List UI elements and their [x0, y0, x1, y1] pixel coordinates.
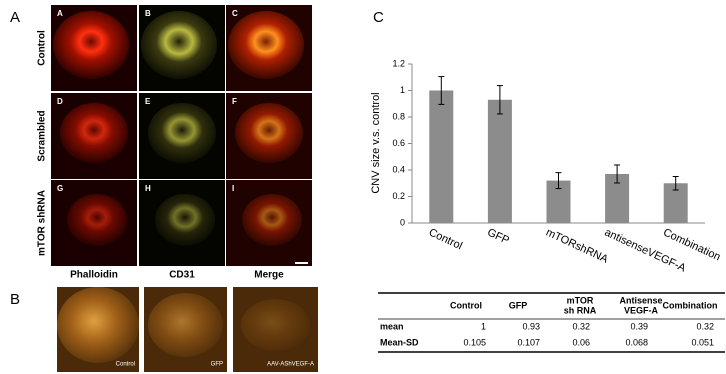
cell: 0.105: [463, 337, 486, 347]
row-label: Scrambled: [37, 110, 48, 161]
error-bar: [555, 172, 562, 190]
bar: [429, 90, 454, 223]
image-letter: E: [145, 97, 151, 106]
x-tick-label: Control: [427, 226, 464, 252]
cell: 0.39: [630, 321, 648, 331]
y-tick-label: 0.6: [392, 138, 405, 148]
micrograph-signal: [235, 103, 303, 163]
panel-label: A: [10, 9, 20, 26]
cell: 0.107: [517, 337, 540, 347]
error-bar: [496, 85, 503, 115]
micrograph-signal: [241, 299, 310, 351]
bar: [487, 99, 512, 223]
y-tick-label: 1.2: [392, 58, 405, 68]
micrograph-signal: [148, 293, 223, 357]
cell: 1: [481, 321, 486, 331]
image-letter: C: [232, 9, 238, 18]
y-axis-label: CNV size v.s. control: [370, 92, 382, 193]
x-tick-label: GFP: [485, 226, 511, 246]
error-bar: [672, 175, 679, 191]
y-tick-label: 0: [400, 217, 405, 227]
y-tick-label: 1: [400, 85, 405, 95]
column-header: Combination: [663, 300, 718, 310]
cell: 0.32: [696, 321, 714, 331]
y-tick-label: 0.4: [392, 164, 405, 174]
error-bar: [614, 164, 621, 184]
column-label: CD31: [169, 270, 195, 281]
image-caption: GFP: [211, 362, 223, 368]
image-letter: D: [57, 97, 63, 106]
micrograph-signal: [242, 194, 302, 246]
cell: 0.06: [572, 337, 590, 347]
micrograph-signal: [141, 11, 217, 79]
column-header: sh RNA: [564, 305, 597, 315]
image-letter: A: [57, 9, 63, 18]
micrograph-signal: [67, 194, 127, 246]
column-label: Merge: [254, 270, 284, 281]
micrograph-signal: [148, 103, 216, 163]
column-header: mTOR: [567, 295, 594, 305]
micrograph-signal: [60, 103, 128, 163]
panel-label: C: [373, 9, 384, 26]
image-caption: Control: [116, 362, 135, 368]
cell: 0.32: [572, 321, 590, 331]
y-tick-label: 0.8: [392, 111, 405, 121]
column-header: Control: [450, 300, 482, 310]
image-letter: F: [232, 97, 237, 106]
error-bar: [438, 76, 445, 105]
micrograph-signal: [53, 11, 129, 79]
column-label: Phalloidin: [70, 270, 118, 281]
micrograph-signal: [155, 194, 215, 246]
y-tick-label: 0.2: [392, 191, 405, 201]
image-letter: I: [232, 184, 234, 193]
row-header: mean: [380, 321, 404, 331]
column-header: Antisense: [619, 295, 662, 305]
image-letter: H: [145, 184, 151, 193]
column-header: GFP: [509, 300, 528, 310]
cell: 0.051: [691, 337, 714, 347]
micrograph-signal: [228, 11, 304, 79]
row-label: Control: [37, 30, 48, 66]
image-caption: AAV-AShVEGF-A: [267, 362, 314, 368]
row-label: mTOR shRNA: [37, 190, 48, 256]
column-header: VEGF-A: [624, 305, 659, 315]
image-letter: G: [57, 184, 63, 193]
micrograph-signal: [57, 287, 139, 363]
x-tick-label: mTORshRNA: [544, 226, 610, 265]
row-header: Mean-SD: [380, 337, 419, 347]
cell: 0.068: [625, 337, 648, 347]
cell: 0.93: [522, 321, 540, 331]
image-letter: B: [145, 9, 151, 18]
panel-label: B: [10, 291, 20, 308]
